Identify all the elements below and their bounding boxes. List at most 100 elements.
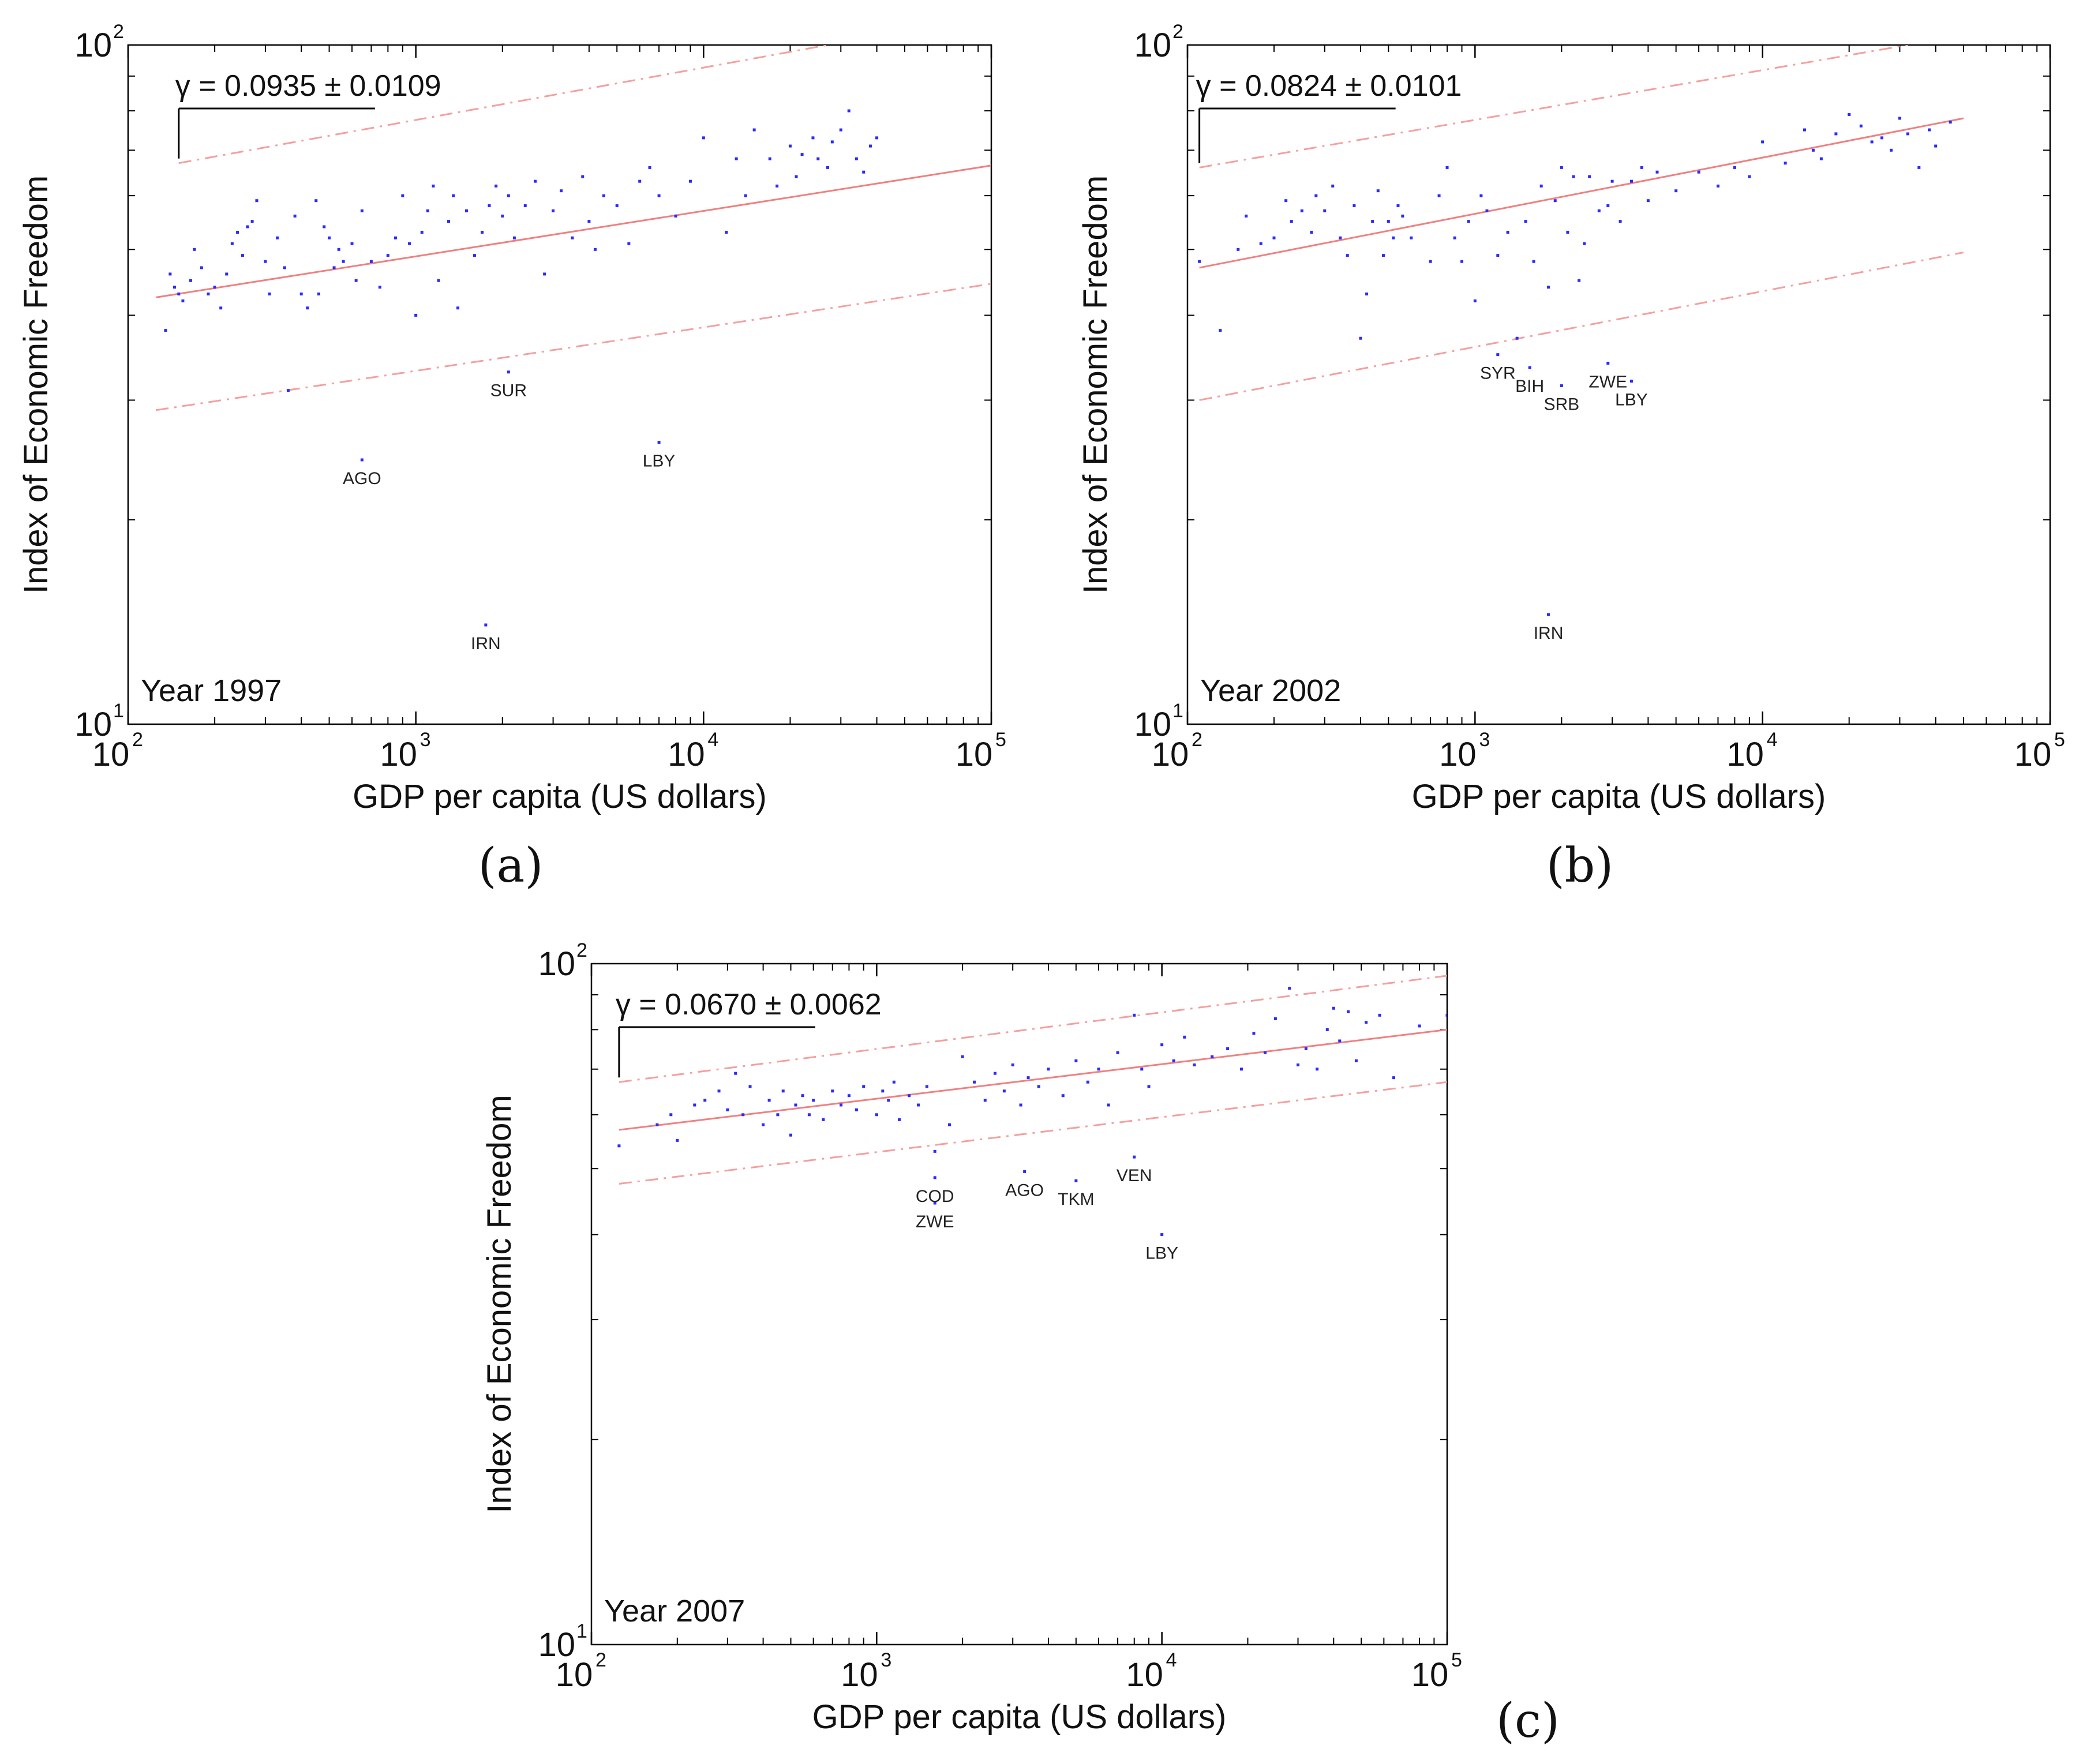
data-point bbox=[299, 292, 303, 295]
data-point bbox=[523, 204, 527, 207]
data-point bbox=[1560, 166, 1563, 169]
data-point bbox=[1259, 242, 1262, 245]
data-point bbox=[892, 1080, 896, 1084]
data-point bbox=[676, 1138, 679, 1142]
outlier-point bbox=[1560, 384, 1563, 387]
outlier-point bbox=[507, 370, 510, 374]
plot-area bbox=[1198, 45, 1964, 616]
y-axis-label: Index of Economic Freedom bbox=[1077, 175, 1114, 594]
x-tick-exponent: 3 bbox=[881, 1649, 891, 1671]
data-point bbox=[1811, 148, 1815, 152]
x-tick-label: 10 bbox=[1411, 1656, 1449, 1694]
data-point bbox=[1284, 199, 1288, 203]
data-point bbox=[767, 1099, 771, 1102]
data-point bbox=[378, 286, 381, 289]
outlier-point bbox=[1496, 353, 1500, 357]
x-tick-exponent: 2 bbox=[595, 1649, 606, 1671]
data-point bbox=[1445, 1013, 1447, 1017]
data-point bbox=[669, 1113, 673, 1117]
lower-band-line bbox=[1199, 251, 1964, 401]
data-point bbox=[1074, 1059, 1078, 1062]
data-point bbox=[1381, 254, 1385, 257]
data-point bbox=[1172, 1059, 1175, 1062]
data-point bbox=[420, 231, 424, 234]
country-label: BIH bbox=[1515, 377, 1544, 396]
data-point bbox=[816, 157, 820, 160]
data-point bbox=[213, 286, 216, 289]
data-point bbox=[1445, 166, 1449, 169]
lower-band-line bbox=[156, 283, 991, 411]
data-point bbox=[1566, 231, 1569, 234]
y-tick-label: 10 bbox=[538, 1626, 575, 1664]
data-point bbox=[1160, 1043, 1164, 1047]
country-label: LBY bbox=[1145, 1244, 1178, 1263]
data-point bbox=[831, 1089, 834, 1093]
data-point bbox=[193, 248, 196, 251]
data-point bbox=[1183, 1035, 1186, 1039]
data-point bbox=[1047, 1068, 1050, 1071]
y-tick-exponent: 2 bbox=[113, 21, 124, 43]
data-point bbox=[703, 1099, 707, 1102]
data-point bbox=[1353, 204, 1356, 207]
data-point bbox=[1011, 1063, 1014, 1067]
x-tick-exponent: 4 bbox=[1767, 729, 1778, 751]
x-tick-exponent: 4 bbox=[1166, 1649, 1177, 1671]
data-point bbox=[775, 184, 779, 188]
data-point bbox=[306, 306, 309, 310]
outlier-point bbox=[1629, 379, 1633, 383]
data-point bbox=[1396, 204, 1400, 207]
data-point bbox=[1392, 236, 1395, 239]
x-tick-label: 10 bbox=[668, 736, 705, 773]
fit-line bbox=[156, 164, 991, 298]
country-label: SUR bbox=[490, 381, 527, 400]
data-point bbox=[1371, 220, 1374, 223]
data-point bbox=[1037, 1085, 1040, 1088]
data-point bbox=[1834, 132, 1838, 136]
data-point bbox=[855, 157, 858, 160]
data-point bbox=[1848, 113, 1851, 116]
upper-band-line bbox=[178, 45, 828, 164]
data-point bbox=[1211, 1055, 1214, 1058]
x-tick-exponent: 5 bbox=[1451, 1649, 1462, 1671]
data-point bbox=[207, 292, 210, 295]
x-tick-label: 10 bbox=[380, 736, 417, 773]
x-tick-exponent: 3 bbox=[1479, 729, 1490, 751]
panel-label: (a) bbox=[478, 838, 544, 893]
data-point bbox=[354, 279, 358, 282]
data-point bbox=[1606, 204, 1610, 207]
data-point bbox=[973, 1080, 976, 1084]
plot-area bbox=[617, 975, 1447, 1237]
data-point bbox=[1859, 124, 1863, 128]
data-point bbox=[1332, 1006, 1335, 1010]
data-point bbox=[781, 1089, 785, 1093]
x-tick-label: 10 bbox=[841, 1656, 878, 1694]
data-point bbox=[168, 272, 172, 276]
data-point bbox=[602, 194, 605, 197]
data-point bbox=[1547, 286, 1550, 289]
data-point bbox=[268, 292, 271, 295]
data-point bbox=[534, 179, 537, 183]
data-point bbox=[543, 272, 546, 276]
data-point bbox=[1019, 1103, 1022, 1107]
data-point bbox=[1437, 194, 1441, 197]
data-point bbox=[1346, 254, 1349, 257]
x-tick-label: 10 bbox=[956, 736, 993, 773]
plot-frame bbox=[127, 44, 992, 725]
year-label: Year 2002 bbox=[1200, 673, 1341, 708]
data-point bbox=[744, 194, 747, 197]
data-point bbox=[1479, 194, 1483, 197]
data-point bbox=[717, 1089, 721, 1093]
plot-area bbox=[156, 45, 991, 627]
data-point bbox=[1263, 1051, 1267, 1054]
data-point bbox=[264, 260, 267, 263]
plot-frame bbox=[1186, 44, 2051, 725]
x-tick-exponent: 5 bbox=[2054, 729, 2065, 751]
data-point bbox=[219, 306, 223, 310]
year-label: Year 1997 bbox=[141, 673, 282, 708]
data-point bbox=[638, 179, 642, 183]
data-point bbox=[1193, 1063, 1196, 1067]
y-tick-exponent: 2 bbox=[576, 939, 587, 961]
year-label: Year 2007 bbox=[604, 1594, 745, 1628]
data-point bbox=[788, 144, 792, 148]
